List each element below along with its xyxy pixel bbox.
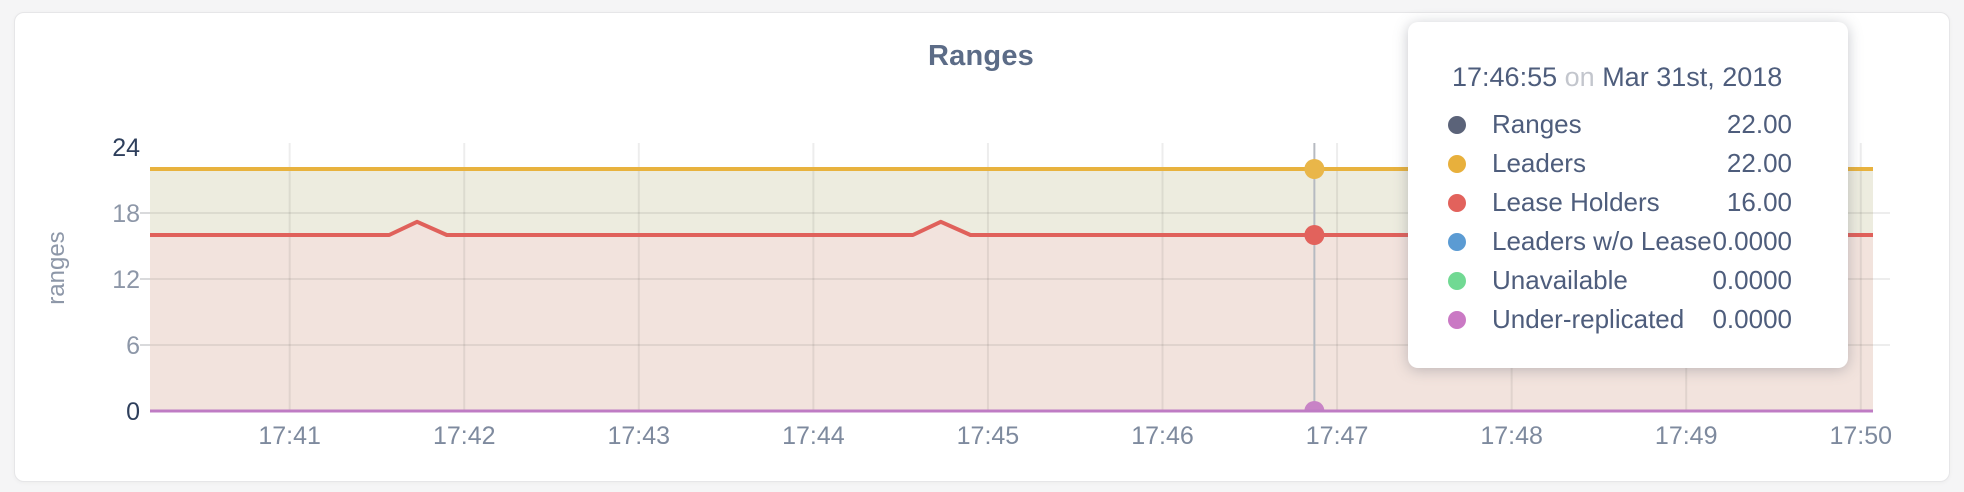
hover-dot-leaders [1304, 159, 1325, 179]
series-label: Unavailable [1492, 265, 1628, 295]
hover-dot-lease-holders [1304, 225, 1325, 245]
series-value: 0.0000 [1712, 265, 1792, 295]
y-tick-label: 0 [126, 398, 140, 426]
y-tick-label: 24 [112, 134, 140, 162]
x-tick-label: 17:43 [608, 422, 671, 450]
series-dot-icon [1448, 310, 1466, 329]
y-tick-label: 12 [112, 266, 140, 294]
legend-row-unavailable: Unavailable 0.0000 [1448, 261, 1792, 300]
legend-row-leaders: Leaders 22.00 [1448, 144, 1792, 183]
y-tick-label: 6 [126, 332, 140, 360]
legend-row-ranges: Ranges 22.00 [1448, 105, 1792, 144]
series-dot-icon [1448, 154, 1466, 173]
hover-dots [1304, 159, 1325, 413]
legend-row-under-replicated: Under-replicated 0.0000 [1448, 300, 1792, 339]
x-tick-label: 17:48 [1480, 422, 1543, 450]
series-dot-icon [1448, 271, 1466, 290]
series-dot-icon [1448, 232, 1466, 251]
tooltip-date: Mar 31st, 2018 [1602, 62, 1783, 92]
legend-row-lease-holders: Lease Holders 16.00 [1448, 183, 1792, 222]
tooltip-on-word: on [1564, 62, 1595, 92]
x-tick-label: 17:41 [258, 422, 321, 450]
axis-labels: 0 6 12 18 24 17:41 17:42 17:43 17:44 17:45 17:46 17… [112, 134, 1892, 450]
legend-row-leaders-wo-lease: Leaders w/o Lease 0.0000 [1448, 222, 1792, 261]
series-label: Under-replicated [1492, 304, 1685, 334]
x-tick-label: 17:46 [1131, 422, 1194, 450]
x-tick-label: 17:45 [957, 422, 1020, 450]
series-label: Lease Holders [1492, 187, 1660, 217]
tooltip-legend: Ranges 22.00 Leaders 22.00 Lease Holders… [1448, 105, 1792, 339]
tooltip-timestamp: 17:46:55 on Mar 31st, 2018 [1452, 62, 1848, 93]
series-value: 22.00 [1726, 109, 1792, 139]
series-value: 16.00 [1726, 187, 1792, 217]
x-tick-label: 17:50 [1829, 422, 1892, 450]
chart-title: Ranges [928, 40, 1034, 72]
series-value: 22.00 [1726, 148, 1792, 178]
series-value: 0.0000 [1712, 304, 1792, 334]
x-tick-label: 17:47 [1306, 422, 1369, 450]
series-dot-icon [1448, 193, 1466, 212]
tooltip-time: 17:46:55 [1452, 62, 1558, 92]
y-tick-label: 18 [112, 200, 140, 228]
series-dot-icon [1448, 115, 1466, 134]
series-label: Leaders [1492, 148, 1586, 178]
x-tick-label: 17:42 [433, 422, 496, 450]
series-label: Ranges [1492, 109, 1582, 139]
series-value: 0.0000 [1712, 226, 1792, 256]
x-tick-label: 17:44 [782, 422, 845, 450]
line-lease-holders [150, 219, 1873, 237]
x-tick-label: 17:49 [1655, 422, 1718, 450]
hover-tooltip: 17:46:55 on Mar 31st, 2018 Ranges 22.00 … [1408, 22, 1848, 368]
series-label: Leaders w/o Lease [1492, 226, 1712, 256]
